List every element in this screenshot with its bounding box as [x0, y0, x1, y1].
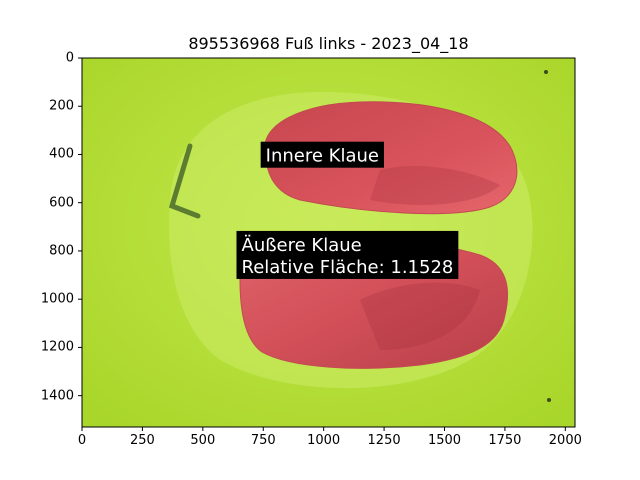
outer-claw-shade — [360, 282, 480, 350]
x-tick-label: 1250 — [367, 433, 401, 448]
y-tick-label: 200 — [49, 98, 74, 114]
label-text: Äußere Klaue — [242, 235, 362, 256]
x-tick-label: 250 — [129, 433, 155, 448]
x-tick-label: 2000 — [548, 433, 582, 448]
x-tick-label: 1750 — [488, 433, 522, 448]
y-tick-label: 0 — [65, 50, 74, 66]
label-box — [236, 230, 459, 279]
label-box — [260, 141, 384, 168]
inner-claw-shade — [370, 165, 500, 205]
x-tick-label: 0 — [77, 433, 87, 448]
y-tick-label: 1400 — [40, 388, 74, 404]
label-text: Relative Fläche: 1.1528 — [242, 257, 454, 278]
y-tick-label: 1000 — [40, 291, 74, 307]
label-text: Innere Klaue — [266, 146, 379, 167]
x-tick-label: 750 — [250, 433, 276, 448]
label-inner-claw: Innere Klaue — [260, 141, 384, 168]
x-tick-label: 500 — [190, 433, 216, 448]
y-tick-label: 600 — [49, 195, 74, 211]
marker-l — [168, 143, 201, 219]
y-tick-label: 400 — [49, 146, 74, 162]
axes-frame — [81, 57, 576, 428]
chart-title: 895536968 Fuß links - 2023_04_18 — [188, 34, 469, 53]
y-tick-label: 800 — [49, 243, 74, 259]
speck — [544, 70, 548, 74]
y-tick-label: 1200 — [40, 339, 74, 355]
x-tick-label: 1000 — [307, 433, 341, 448]
speck — [547, 398, 551, 402]
x-tick-label: 1500 — [427, 433, 462, 448]
inner-claw — [264, 101, 518, 215]
